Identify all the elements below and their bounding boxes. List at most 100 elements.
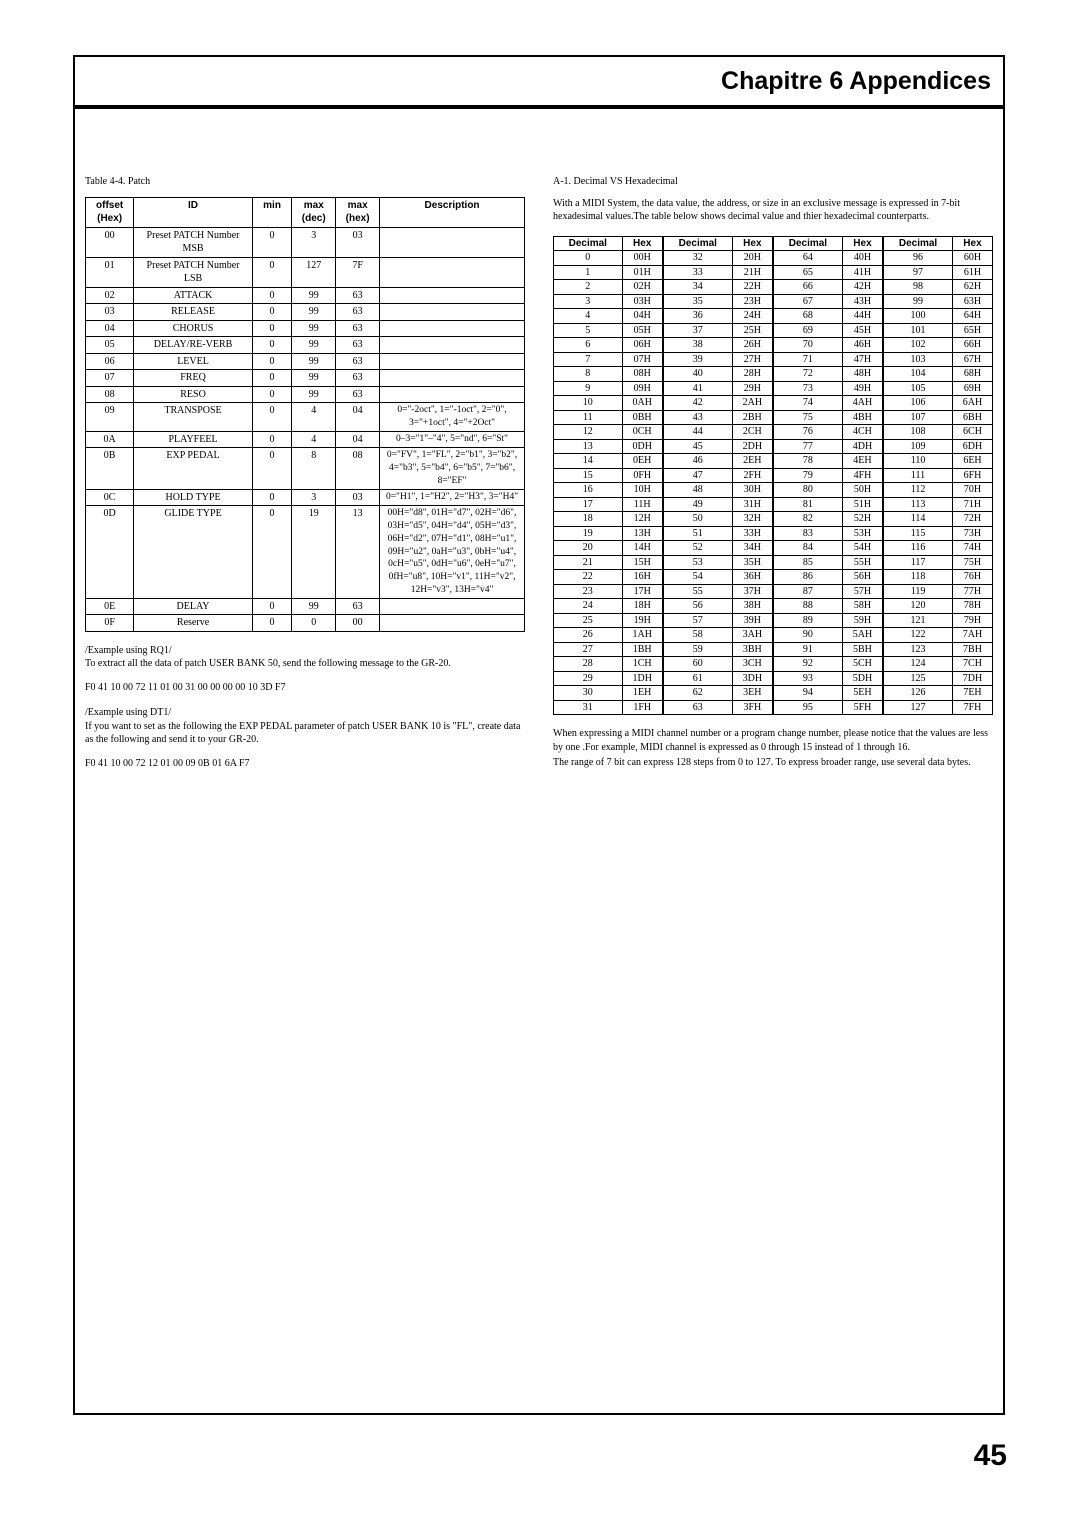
cell: 2CH <box>732 425 773 440</box>
cell: 41 <box>663 381 732 396</box>
cell: 3FH <box>732 700 773 715</box>
cell: 1 <box>554 265 623 280</box>
table-row: 1812H5032H8252H11472H <box>554 512 993 527</box>
cell: FREQ <box>134 370 253 387</box>
cell: 33H <box>732 526 773 541</box>
dec-hex-footer-2: The range of 7 bit can express 128 steps… <box>553 756 993 770</box>
cell: 07 <box>86 370 134 387</box>
cell: 18 <box>554 512 623 527</box>
cell: 99 <box>292 370 336 387</box>
cell: 25H <box>732 323 773 338</box>
cell: 69 <box>773 323 842 338</box>
cell: 95 <box>773 700 842 715</box>
right-column: A-1. Decimal VS Hexadecimal With a MIDI … <box>553 175 993 770</box>
cell: 77H <box>952 584 992 599</box>
cell: 30 <box>554 686 623 701</box>
col-hex: Hex <box>732 236 773 251</box>
cell: 4FH <box>842 468 883 483</box>
cell: 90 <box>773 628 842 643</box>
cell-description: 0="-2oct", 1="-1oct", 2="0", 3="+1oct", … <box>380 403 525 432</box>
table-row: 2115H5335H8555H11775H <box>554 555 993 570</box>
cell: 5CH <box>842 657 883 672</box>
cell: 79 <box>773 468 842 483</box>
cell: 29H <box>732 381 773 396</box>
cell: 35 <box>663 294 732 309</box>
table-row: 0FReserve0000 <box>86 615 525 632</box>
cell: 09H <box>622 381 663 396</box>
cell: 100 <box>883 309 952 324</box>
cell: 44H <box>842 309 883 324</box>
cell: 86 <box>773 570 842 585</box>
cell: 0AH <box>622 396 663 411</box>
cell: 5FH <box>842 700 883 715</box>
cell: 71 <box>773 352 842 367</box>
table-row: 2317H5537H8757H11977H <box>554 584 993 599</box>
col-max-dec: max(dec) <box>292 197 336 227</box>
cell: 7F <box>336 257 380 287</box>
table-row: 1610H4830H8050H11270H <box>554 483 993 498</box>
cell: 64H <box>952 309 992 324</box>
col-id: ID <box>134 197 253 227</box>
cell: 34 <box>663 280 732 295</box>
cell: 124 <box>883 657 952 672</box>
cell: 3 <box>292 227 336 257</box>
cell: 0 <box>292 615 336 632</box>
cell: 63 <box>336 287 380 304</box>
cell: 16H <box>622 570 663 585</box>
cell: 113 <box>883 497 952 512</box>
cell: 0 <box>252 304 292 321</box>
cell: 106 <box>883 396 952 411</box>
cell: 8 <box>554 367 623 382</box>
cell: 103 <box>883 352 952 367</box>
table-row: 2014H5234H8454H11674H <box>554 541 993 556</box>
cell: 91 <box>773 642 842 657</box>
cell: 0 <box>252 353 292 370</box>
cell: 37H <box>732 584 773 599</box>
cell: 0 <box>252 320 292 337</box>
cell: CHORUS <box>134 320 253 337</box>
cell: 0CH <box>622 425 663 440</box>
page-number: 45 <box>974 1439 1007 1473</box>
cell: 76H <box>952 570 992 585</box>
cell: 1FH <box>622 700 663 715</box>
col-hex: Hex <box>952 236 992 251</box>
cell: 73H <box>952 526 992 541</box>
table-row: 150FH472FH794FH1116FH <box>554 468 993 483</box>
cell: 39H <box>732 613 773 628</box>
cell: 72 <box>773 367 842 382</box>
cell: 3DH <box>732 671 773 686</box>
table-row: 1913H5133H8353H11573H <box>554 526 993 541</box>
table-row: 0EDELAY09963 <box>86 598 525 615</box>
cell: PLAYFEEL <box>134 431 253 448</box>
cell: 122 <box>883 628 952 643</box>
cell: 0 <box>252 337 292 354</box>
cell: 26 <box>554 628 623 643</box>
cell: 00 <box>86 227 134 257</box>
chapter-title: Chapitre 6 Appendices <box>721 67 991 96</box>
table-row: 505H3725H6945H10165H <box>554 323 993 338</box>
cell: 58 <box>663 628 732 643</box>
cell: 04 <box>336 403 380 432</box>
cell: 13H <box>622 526 663 541</box>
cell: 67H <box>952 352 992 367</box>
cell: 6BH <box>952 410 992 425</box>
cell: 99 <box>292 287 336 304</box>
table-row: 04CHORUS09963 <box>86 320 525 337</box>
cell: 0F <box>86 615 134 632</box>
cell-description <box>380 615 525 632</box>
cell: DELAY <box>134 598 253 615</box>
cell: 125 <box>883 671 952 686</box>
cell: 06H <box>622 338 663 353</box>
example-dt1-hex: F0 41 10 00 72 12 01 00 09 0B 01 6A F7 <box>85 757 525 771</box>
cell: 09 <box>86 403 134 432</box>
cell: 11H <box>622 497 663 512</box>
cell: 48H <box>842 367 883 382</box>
cell: LEVEL <box>134 353 253 370</box>
cell: 70 <box>773 338 842 353</box>
cell: 0 <box>252 227 292 257</box>
cell: 65 <box>773 265 842 280</box>
patch-table-caption: Table 4-4. Patch <box>85 175 525 189</box>
cell: 73 <box>773 381 842 396</box>
cell: 89 <box>773 613 842 628</box>
col-hex: Hex <box>842 236 883 251</box>
